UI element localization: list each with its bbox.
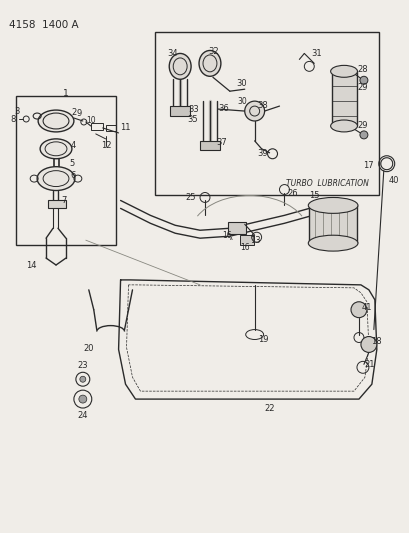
Text: 18: 18	[370, 337, 380, 346]
Text: 41: 41	[361, 303, 371, 312]
Text: 23: 23	[77, 361, 88, 370]
Circle shape	[360, 336, 376, 352]
Text: 36: 36	[217, 103, 228, 112]
Bar	[16, 96, 115, 245]
Text: 12: 12	[101, 141, 111, 150]
Text: 9: 9	[76, 109, 82, 118]
Ellipse shape	[198, 51, 220, 76]
Text: 22: 22	[264, 404, 274, 413]
Bar	[90, 123, 102, 130]
Text: 19: 19	[257, 335, 267, 344]
Text: 38: 38	[257, 101, 268, 110]
Text: 8: 8	[10, 115, 15, 124]
Text: 39: 39	[257, 149, 267, 158]
Bar	[239, 235, 253, 245]
Text: 16: 16	[221, 231, 231, 240]
Circle shape	[359, 76, 367, 84]
Bar	[155, 31, 378, 196]
Circle shape	[79, 395, 87, 403]
Text: 25: 25	[185, 193, 196, 202]
Bar	[227, 222, 245, 234]
Text: 15: 15	[308, 191, 319, 200]
Bar	[331, 71, 356, 126]
Text: 40: 40	[388, 176, 398, 185]
Text: 17: 17	[362, 161, 373, 170]
Text: 13: 13	[249, 236, 260, 245]
Ellipse shape	[330, 120, 357, 132]
Ellipse shape	[169, 53, 191, 79]
Ellipse shape	[308, 235, 357, 251]
Text: 29: 29	[356, 122, 366, 131]
Ellipse shape	[40, 139, 72, 159]
Text: 10: 10	[85, 117, 95, 125]
Text: 34: 34	[167, 49, 178, 58]
Ellipse shape	[330, 66, 357, 77]
Text: ᴬ: ᴬ	[229, 238, 232, 243]
Text: 4158  1400 A: 4158 1400 A	[9, 20, 79, 30]
Text: 35: 35	[187, 115, 198, 124]
Text: 5: 5	[69, 159, 74, 168]
Text: 1: 1	[63, 89, 69, 98]
Ellipse shape	[38, 110, 74, 132]
Text: 20: 20	[83, 344, 94, 353]
Text: 21: 21	[363, 360, 373, 369]
Text: 11: 11	[120, 124, 131, 132]
Text: 37: 37	[216, 139, 226, 147]
Text: 6: 6	[70, 171, 75, 180]
Circle shape	[359, 131, 367, 139]
Bar	[106, 125, 115, 131]
Bar	[200, 141, 219, 150]
Text: 26: 26	[287, 189, 297, 198]
Text: 16: 16	[239, 243, 249, 252]
Text: 33: 33	[188, 104, 198, 114]
Ellipse shape	[308, 197, 357, 213]
Text: 4: 4	[71, 141, 76, 150]
Text: 30: 30	[237, 96, 247, 106]
Text: 24: 24	[77, 411, 88, 420]
Circle shape	[244, 101, 264, 121]
Text: 7: 7	[61, 196, 66, 205]
Ellipse shape	[37, 167, 75, 190]
Bar	[170, 106, 190, 116]
Text: 14: 14	[26, 261, 36, 270]
Text: 31: 31	[310, 49, 321, 58]
Text: 32: 32	[207, 47, 218, 56]
Text: 29: 29	[356, 83, 366, 92]
Text: 28: 28	[356, 65, 367, 74]
Circle shape	[350, 302, 366, 318]
Bar	[48, 200, 66, 208]
Bar	[308, 205, 356, 243]
Circle shape	[80, 376, 85, 382]
Text: 3: 3	[14, 107, 19, 116]
Text: 2: 2	[71, 108, 76, 117]
Text: 30: 30	[236, 79, 247, 88]
Text: TURBO  LUBRICATION: TURBO LUBRICATION	[285, 179, 368, 188]
